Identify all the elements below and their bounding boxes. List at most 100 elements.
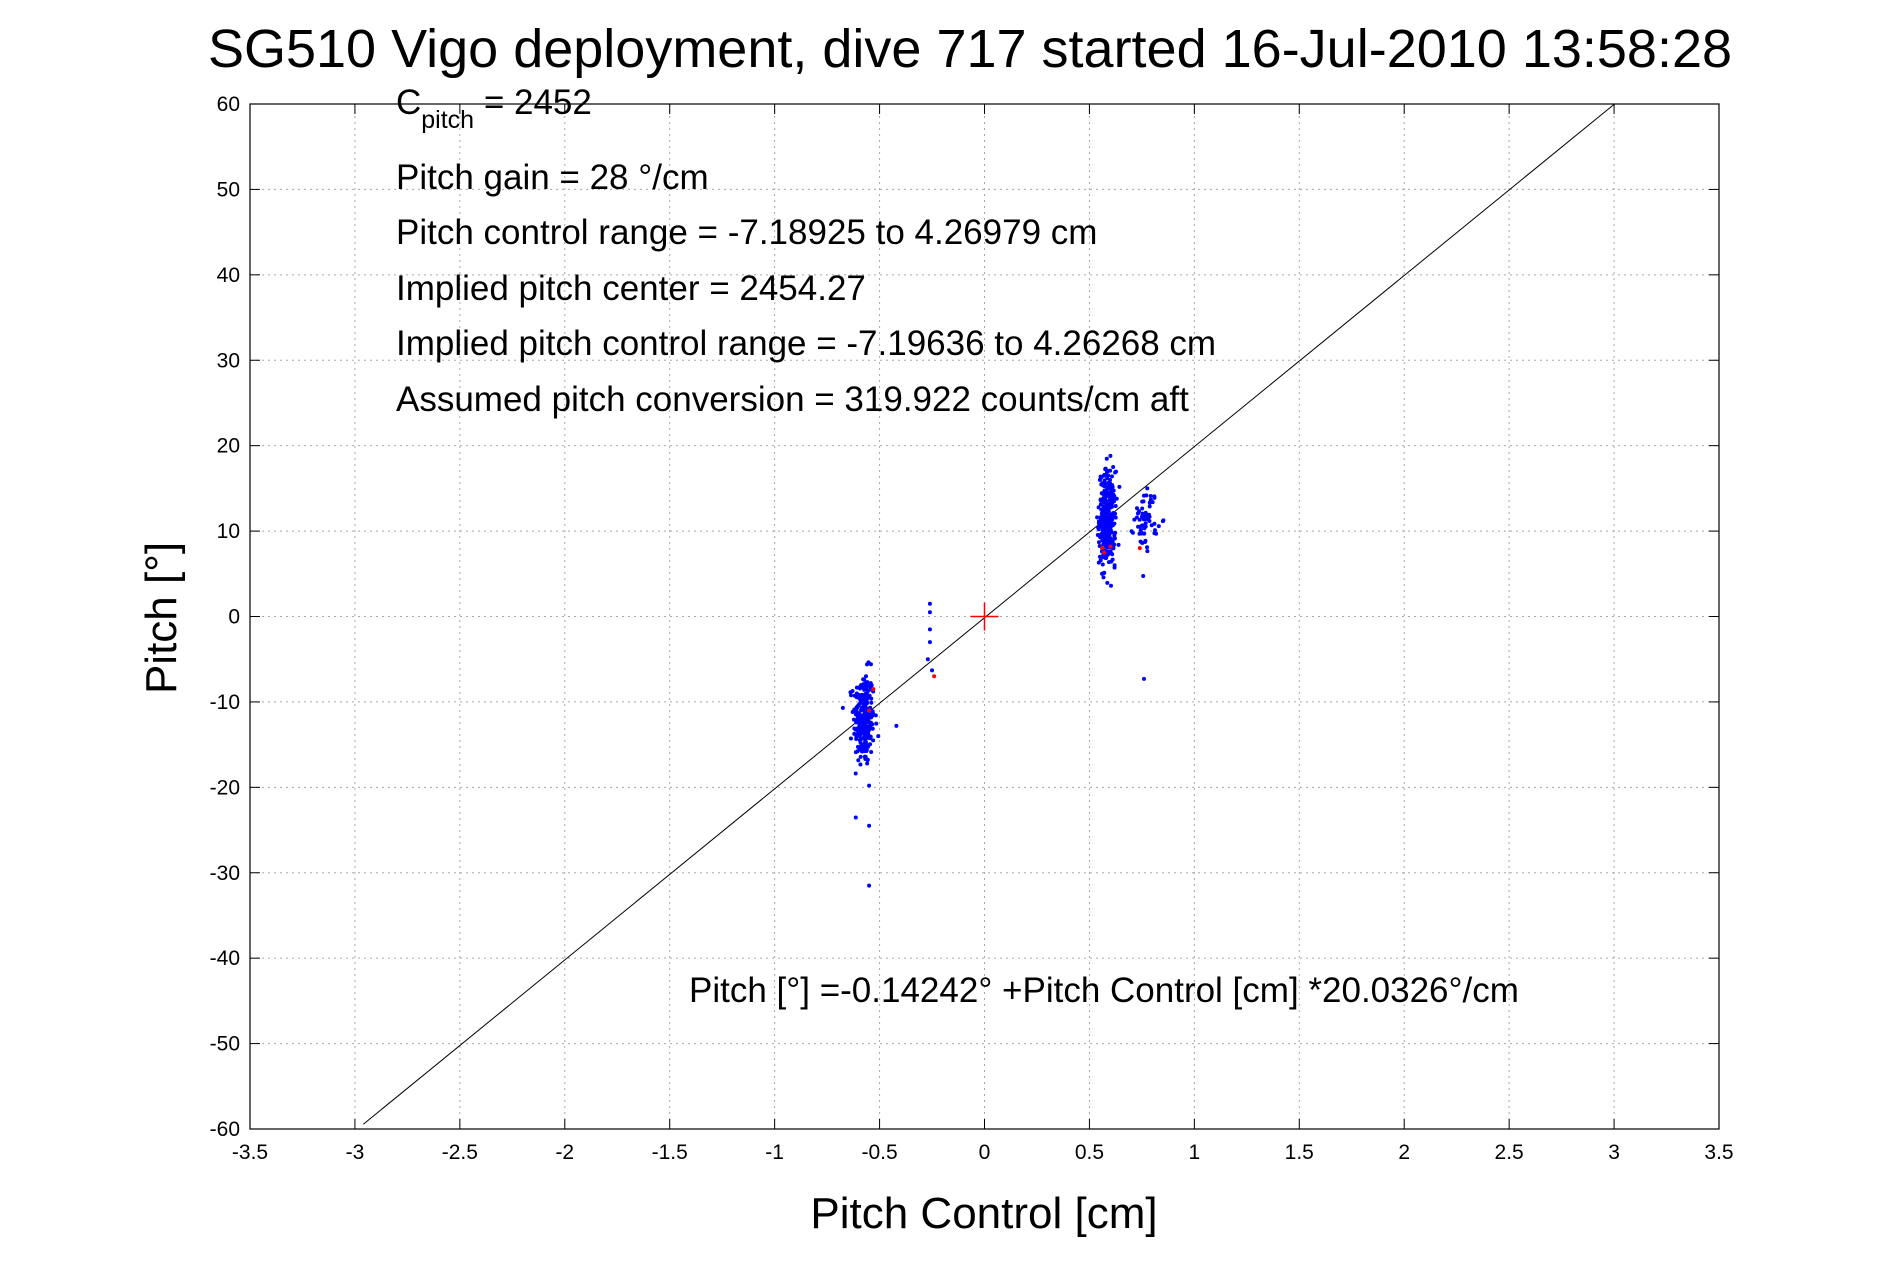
- data-point: [1147, 504, 1152, 509]
- data-point: [852, 693, 857, 698]
- x-tick-label: 2.5: [1495, 1141, 1524, 1164]
- x-tick-label: 0: [979, 1141, 991, 1164]
- data-point: [853, 750, 858, 755]
- data-point: [857, 716, 862, 721]
- c-pitch-annotation: Cpitch = 2452: [396, 83, 592, 134]
- data-point: [1096, 560, 1101, 565]
- data-point: [1138, 539, 1143, 544]
- data-point: [1145, 549, 1150, 554]
- data-point: [1107, 502, 1112, 507]
- data-point: [1141, 573, 1146, 578]
- data-point: [1099, 532, 1104, 537]
- data-point: [862, 703, 867, 708]
- data-point: [869, 750, 874, 755]
- data-point: [869, 700, 874, 705]
- y-axis-label: Pitch [°]: [137, 542, 186, 694]
- data-point: [873, 713, 878, 718]
- x-tick-label: 1: [1189, 1141, 1201, 1164]
- data-point: [1136, 524, 1141, 529]
- data-point: [1109, 495, 1114, 500]
- data-point: [862, 696, 867, 701]
- data-point: [870, 726, 875, 731]
- data-point: [1111, 499, 1116, 504]
- data-point: [932, 674, 937, 679]
- grid: [250, 104, 1719, 1129]
- fit-line-layer: [363, 103, 1615, 1125]
- y-tick-label: 60: [217, 93, 240, 116]
- data-point: [868, 742, 873, 747]
- data-point: [870, 712, 875, 717]
- data-point: [857, 734, 862, 739]
- data-point: [874, 721, 879, 726]
- data-point: [857, 728, 862, 733]
- data-point: [1108, 468, 1113, 473]
- data-point: [1105, 552, 1110, 557]
- x-tick-label: -2.5: [442, 1141, 478, 1164]
- data-point: [1137, 509, 1142, 514]
- data-point: [853, 815, 858, 820]
- x-tick-label: 1.5: [1285, 1141, 1314, 1164]
- y-tick-label: 50: [217, 178, 240, 201]
- data-points: [840, 453, 1166, 888]
- data-point: [1101, 575, 1106, 580]
- data-point: [1141, 499, 1146, 504]
- data-point: [1129, 529, 1134, 534]
- data-point: [1105, 517, 1110, 522]
- data-point: [1112, 536, 1117, 541]
- c-pitch-symbol: C: [396, 83, 421, 122]
- data-point: [1099, 507, 1104, 512]
- data-point: [1109, 474, 1114, 479]
- data-point: [1149, 523, 1154, 528]
- data-point: [1137, 546, 1142, 551]
- x-axis-label: Pitch Control [cm]: [810, 1189, 1157, 1238]
- data-point: [927, 610, 932, 615]
- data-point: [1106, 473, 1111, 478]
- data-point: [866, 688, 871, 693]
- data-point: [1105, 527, 1110, 532]
- data-point: [1160, 519, 1165, 524]
- pitch-control-range-annotation: Pitch control range = -7.18925 to 4.2697…: [396, 213, 1097, 252]
- data-point: [858, 754, 863, 759]
- data-point: [1138, 528, 1143, 533]
- y-tick-labels: 60 50 40 30 20 10 0 -10 -20 -30 -40 -50 -60: [210, 93, 240, 1141]
- data-point: [840, 705, 845, 710]
- data-point: [1110, 511, 1115, 516]
- data-point: [1113, 469, 1118, 474]
- data-point: [1114, 496, 1119, 501]
- data-point: [1116, 542, 1121, 547]
- data-point: [862, 677, 867, 682]
- data-point: [861, 724, 866, 729]
- data-point: [862, 720, 867, 725]
- x-tick-labels: -3.5 -3 -2.5 -2 -1.5 -1 -0.5 0 0.5 1 1.5 2 2.5 3 3.5: [232, 1141, 1734, 1164]
- data-point: [1100, 571, 1105, 576]
- data-point: [1101, 483, 1106, 488]
- data-point: [1102, 478, 1107, 483]
- data-point: [1141, 493, 1146, 498]
- data-point: [857, 746, 862, 751]
- data-point: [863, 739, 868, 744]
- x-tick-label: 3.5: [1704, 1141, 1733, 1164]
- assumed-pitch-conversion-annotation: Assumed pitch conversion = 319.922 count…: [396, 380, 1189, 419]
- data-point: [1108, 453, 1113, 458]
- data-point: [865, 761, 870, 766]
- data-point: [865, 662, 870, 667]
- data-point: [853, 771, 858, 776]
- data-point: [927, 640, 932, 645]
- data-point: [1143, 517, 1148, 522]
- data-point: [927, 601, 932, 606]
- data-point: [1108, 481, 1113, 486]
- data-point: [1105, 492, 1110, 497]
- annotation-block: Cpitch = 2452 Pitch gain = 28 °/cm Pitch…: [396, 83, 1519, 1010]
- x-tick-label: 3: [1608, 1141, 1620, 1164]
- data-point: [871, 687, 876, 692]
- data-point: [1113, 530, 1118, 535]
- data-point: [1112, 563, 1117, 568]
- data-point: [1111, 488, 1116, 493]
- data-point: [863, 711, 868, 716]
- data-point: [856, 758, 861, 763]
- y-tick-label: -50: [210, 1033, 240, 1056]
- x-tick-label: -3.5: [232, 1141, 268, 1164]
- y-tick-label: -60: [210, 1118, 240, 1141]
- data-point: [849, 693, 854, 698]
